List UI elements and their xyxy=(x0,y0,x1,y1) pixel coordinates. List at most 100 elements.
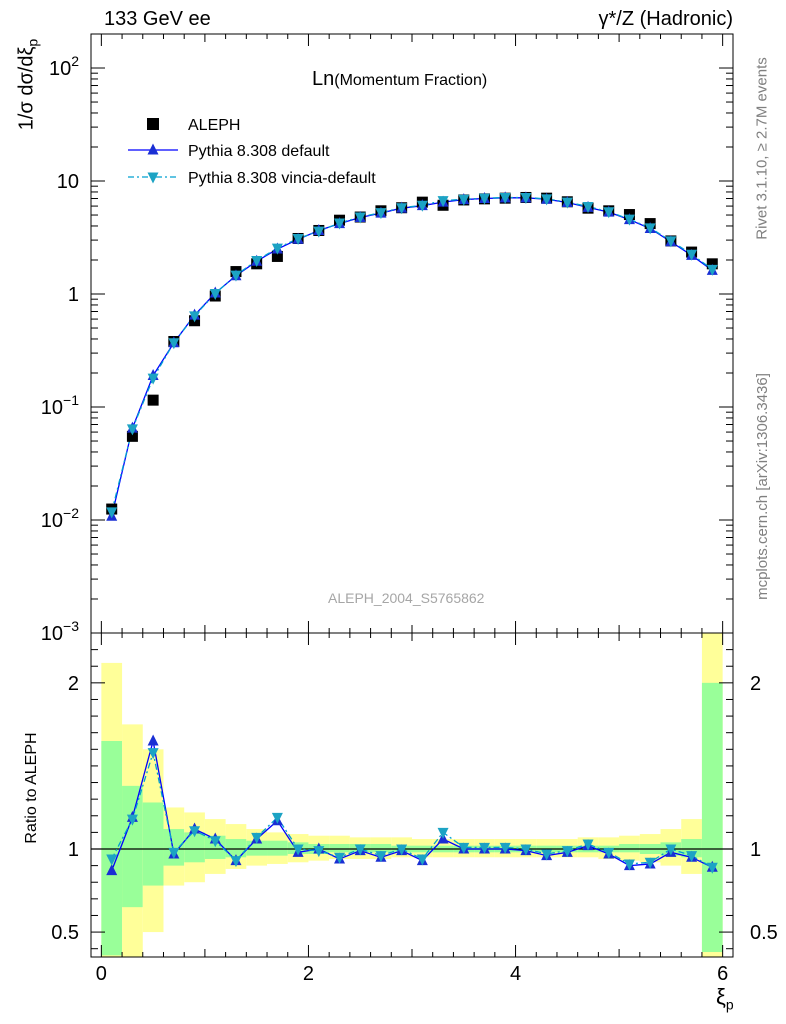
aleph-data-point xyxy=(147,394,159,406)
y-tick-label: 1 xyxy=(68,284,79,306)
energy-label: 133 GeV ee xyxy=(104,8,211,30)
vincia-marker xyxy=(582,201,594,213)
ratio-vincia-marker xyxy=(644,857,656,869)
ratio-vincia-marker xyxy=(437,827,449,839)
vincia-marker xyxy=(396,203,408,215)
vincia-marker xyxy=(209,289,221,301)
band-inner-bin xyxy=(681,839,702,858)
ratio-vincia-marker xyxy=(106,854,118,866)
ratio-vincia-marker xyxy=(334,852,346,864)
main-y-axis-label-sub: p xyxy=(24,38,41,47)
series-markers xyxy=(106,191,718,876)
ratio-vincia-marker xyxy=(354,844,366,856)
ratio-vincia-marker xyxy=(561,846,573,858)
rivet-version-label: Rivet 3.1.10, ≥ 2.7M events xyxy=(753,57,771,240)
ratio-vincia-marker xyxy=(126,814,138,826)
ratio-line-vincia xyxy=(111,750,713,868)
ratio-uncertainty-bands xyxy=(101,633,723,957)
process-symbol: γ* xyxy=(598,8,617,30)
ratio-y-tick-label: 2 xyxy=(68,673,79,695)
vincia-marker xyxy=(706,264,718,276)
ratio-vincia-marker xyxy=(686,851,698,863)
y-tick-label: 10−2 xyxy=(41,505,79,532)
aleph-data-point xyxy=(271,250,283,262)
ratio-vincia-marker xyxy=(292,844,304,856)
ratio-vincia-marker xyxy=(603,847,615,859)
ratio-vincia-marker xyxy=(665,844,677,856)
x-tick-label: 2 xyxy=(303,963,314,985)
ratio-vincia-marker xyxy=(478,842,490,854)
band-inner-bin xyxy=(163,829,185,866)
aleph-data-point xyxy=(706,258,718,270)
ratio-vincia-marker xyxy=(230,856,242,868)
band-inner-bin xyxy=(701,682,723,953)
y-tick-label: 10−3 xyxy=(41,618,79,645)
main-y-axis-label-text: 1/σ dσ/dξ xyxy=(15,46,38,131)
ratio-vincia-marker xyxy=(396,844,408,856)
main-y-axis-label: 1/σ dσ/dξp xyxy=(16,0,41,175)
ratio-vincia-marker xyxy=(499,842,511,854)
y-tick-label: 10−1 xyxy=(41,392,79,419)
band-inner-bin xyxy=(184,832,205,863)
legend-entry-label: Pythia 8.308 default xyxy=(188,143,330,160)
vincia-marker xyxy=(644,223,656,235)
vincia-marker xyxy=(375,208,387,220)
vincia-marker xyxy=(458,194,470,206)
band-inner-bin xyxy=(329,844,350,853)
y-tick-label: 10 xyxy=(57,171,79,193)
ratio-vincia-marker xyxy=(623,859,635,871)
ratio-default-marker xyxy=(147,734,159,746)
ratio-y-tick-label: 1 xyxy=(68,839,79,861)
legend: ALEPH Pythia 8.308 default Pythia 8.308 vi… xyxy=(128,117,376,187)
ratio-vincia-marker xyxy=(147,748,159,760)
x-axis-label: ξp xyxy=(716,984,734,1012)
plot-title-main: Ln xyxy=(312,68,335,90)
process-rest: /Z (Hadronic) xyxy=(616,8,733,30)
plot-title-sub: (Momentum Fraction) xyxy=(334,72,488,89)
y-tick-label: 102 xyxy=(49,53,79,80)
x-tick-label: 0 xyxy=(96,963,107,985)
legend-entry-label: Pythia 8.308 vincia-default xyxy=(188,170,376,187)
axis-ticks xyxy=(91,33,733,957)
vincia-marker xyxy=(251,255,263,267)
x-axis-label-text: ξ xyxy=(716,984,726,1009)
ratio-vincia-marker xyxy=(189,826,201,838)
ratio-vincia-marker xyxy=(375,851,387,863)
ratio-y-tick-label-right: 0.5 xyxy=(750,922,778,944)
vincia-marker xyxy=(437,196,449,208)
ratio-vincia-marker xyxy=(271,812,283,824)
ratio-vincia-marker xyxy=(251,832,263,844)
band-inner-bin xyxy=(619,844,640,853)
vincia-marker xyxy=(189,311,201,323)
x-tick-label: 6 xyxy=(717,963,728,985)
ratio-y-tick-label: 0.5 xyxy=(51,922,79,944)
vincia-marker xyxy=(271,243,283,255)
vincia-marker xyxy=(623,214,635,226)
band-inner-bin xyxy=(122,785,143,908)
ratio-vincia-marker xyxy=(458,842,470,854)
band-inner-bin xyxy=(204,835,226,859)
legend-marker-aleph xyxy=(147,118,159,130)
ratio-vincia-marker xyxy=(520,844,532,856)
vincia-marker xyxy=(147,373,159,385)
ratio-vincia-marker xyxy=(168,847,180,859)
series-lines xyxy=(111,196,713,871)
vincia-marker xyxy=(520,192,532,204)
vincia-marker xyxy=(478,193,490,205)
ratio-vincia-marker xyxy=(209,836,221,848)
x-tick-label: 4 xyxy=(510,963,521,985)
ratio-y-tick-label-right: 1 xyxy=(750,839,761,861)
x-axis-label-sub: p xyxy=(725,996,734,1013)
vincia-marker xyxy=(541,194,553,206)
chart-text: 0 2 4 6 10−3 10−2 10−1 1 10 102 0.5 0.5 1 1 2 2 xyxy=(41,53,778,985)
band-inner-bin xyxy=(225,839,247,858)
vincia-marker xyxy=(354,212,366,224)
legend-marker-vincia xyxy=(147,172,159,184)
vincia-marker xyxy=(603,207,615,219)
vincia-marker xyxy=(168,338,180,350)
vincia-marker xyxy=(292,233,304,245)
ratio-y-axis-label: Ratio to ALEPH xyxy=(23,732,40,844)
ratio-y-tick-label-right: 2 xyxy=(750,673,761,695)
ratio-vincia-marker xyxy=(582,839,594,851)
